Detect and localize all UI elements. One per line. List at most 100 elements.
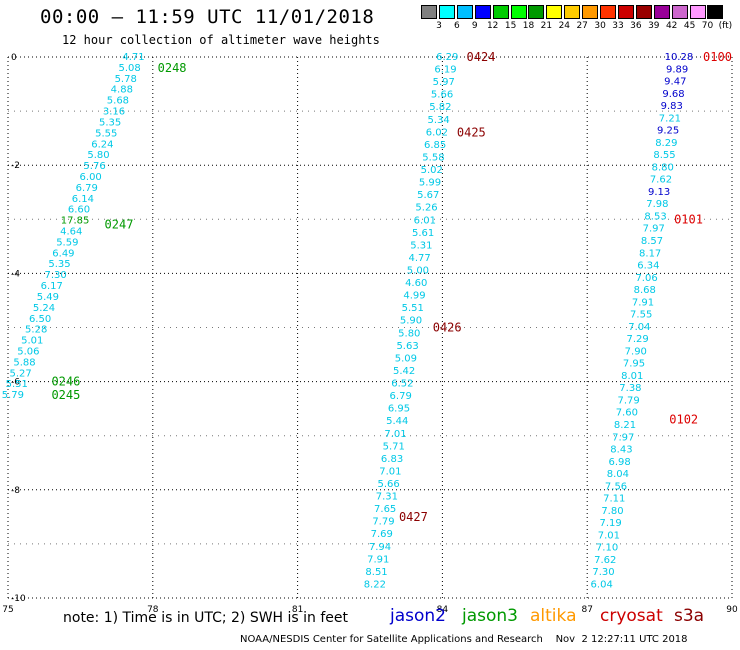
wave-height-value: 6.98 [609,457,631,468]
wave-height-value: 5.63 [396,341,418,352]
wave-height-value: 6.01 [414,215,436,226]
wave-height-value: 5.27 [9,368,31,379]
wave-height-value: 7.91 [367,554,389,565]
wave-height-value: 5.82 [429,102,451,113]
wave-height-value: 5.78 [115,74,137,85]
page-subtitle: 12 hour collection of altimeter wave hei… [62,33,380,47]
wave-height-value: 7.60 [616,408,638,419]
wave-height-value: 10.28 [665,52,694,63]
color-swatch [653,5,670,19]
color-swatch [582,5,599,19]
wave-height-value: 7.11 [603,494,625,505]
y-tick-label: -4 [11,269,20,279]
color-scale-label: 3 [436,21,442,31]
color-swatch [546,5,563,19]
wave-height-value: 8.68 [634,285,656,296]
footer-note: note: 1) Time is in UTC; 2) SWH is in fe… [63,610,349,626]
wave-height-value: 5.88 [13,357,35,368]
wave-height-value: 4.64 [60,227,82,238]
wave-height-value: 4.60 [405,278,427,289]
wave-height-value: 9.13 [648,187,670,198]
wave-height-value: 5.42 [393,366,415,377]
wave-height-value: 7.98 [646,199,668,210]
wave-height-value: 9.89 [666,64,688,75]
wave-height-value: 8.53 [644,211,666,222]
wave-height-value: 5.80 [87,150,109,161]
wave-height-value: 9.83 [661,101,683,112]
wave-height-value: 5.02 [421,165,443,176]
wave-height-value: 5.51 [402,303,424,314]
wave-height-value: 8.29 [655,138,677,149]
color-swatch [438,5,455,19]
wave-height-value: 5.79 [2,390,24,401]
wave-height-value: 7.01 [598,530,620,541]
pass-number-label: 0427 [399,510,428,524]
x-tick-label: 90 [726,605,738,615]
wave-height-value: 6.83 [381,454,403,465]
wave-height-value: 6.95 [388,404,410,415]
wave-height-value: 6.02 [426,127,448,138]
legend-jason2: jason2 [390,606,446,626]
color-swatch [707,5,724,19]
pass-number-label: 0245 [51,388,80,402]
wave-height-value: 7.01 [384,429,406,440]
wave-height-value: 7.30 [45,270,67,281]
wave-height-value: 7.38 [619,383,641,394]
wave-height-value: 8.80 [652,162,674,173]
wave-height-value: 7.90 [625,346,647,357]
pass-number-label: 0426 [433,321,462,335]
color-scale-label: 24 [558,21,571,31]
wave-height-value: 5.67 [417,190,439,201]
page-title: 00:00 – 11:59 UTC 11/01/2018 [40,6,375,28]
wave-height-value: 7.21 [659,113,681,124]
wave-height-value: 5.90 [400,316,422,327]
wave-height-value: 7.31 [376,492,398,503]
wave-height-value: 8.17 [639,248,661,259]
pass-number-label: 0248 [158,61,187,75]
wave-height-value: 7.91 [632,297,654,308]
color-swatch [617,5,634,19]
wave-height-value: 6.49 [52,248,74,259]
wave-height-value: 5.66 [377,479,399,490]
y-tick-label: -2 [11,161,20,171]
wave-height-value: 7.56 [605,481,627,492]
wave-height-value: 7.80 [601,506,623,517]
wave-height-value: 5.51 [6,379,28,390]
wave-height-value: 5.58 [422,152,444,163]
color-scale-label: 18 [522,21,535,31]
wave-height-value: 5.44 [386,416,408,427]
wave-height-value: 6.79 [76,183,98,194]
color-swatch [510,5,527,19]
wave-height-value: 3.16 [103,107,125,118]
wave-height-value: 5.59 [56,237,78,248]
wave-height-value: 5.34 [427,115,449,126]
y-tick-label: -6 [11,378,20,388]
wave-height-value: 4.99 [403,291,425,302]
wave-height-value: 4.71 [122,52,144,63]
pass-number-label: 0102 [669,412,698,426]
wave-height-value: 6.00 [80,172,102,183]
color-scale-label: 9 [471,21,478,31]
wave-height-value: 6.14 [72,194,94,205]
pass-number-label: 0101 [674,212,703,226]
color-scale-label: 15 [504,21,517,31]
wave-height-value: 5.01 [21,336,43,347]
wave-height-value: 8.21 [614,420,636,431]
legend-altika: altika [530,606,577,626]
wave-height-value: 6.29 [436,52,458,63]
wave-height-value: 8.51 [365,567,387,578]
wave-height-value: 7.95 [623,359,645,370]
wave-height-value: 7.29 [626,334,648,345]
wave-height-value: 5.24 [33,303,55,314]
wave-height-value: 7.97 [643,224,665,235]
color-scale-label: 30 [594,21,606,31]
wave-height-value: 5.00 [407,266,429,277]
wave-height-value: 17.85 [61,216,90,227]
x-tick-label: 78 [147,605,159,615]
color-scale-label: 70 [701,21,714,31]
legend-jason3: jason3 [462,606,518,626]
x-tick-label: 87 [581,605,592,615]
color-scale-label: 42 [665,21,678,31]
wave-height-value: 5.26 [415,203,437,214]
wave-height-value: 5.61 [412,228,434,239]
